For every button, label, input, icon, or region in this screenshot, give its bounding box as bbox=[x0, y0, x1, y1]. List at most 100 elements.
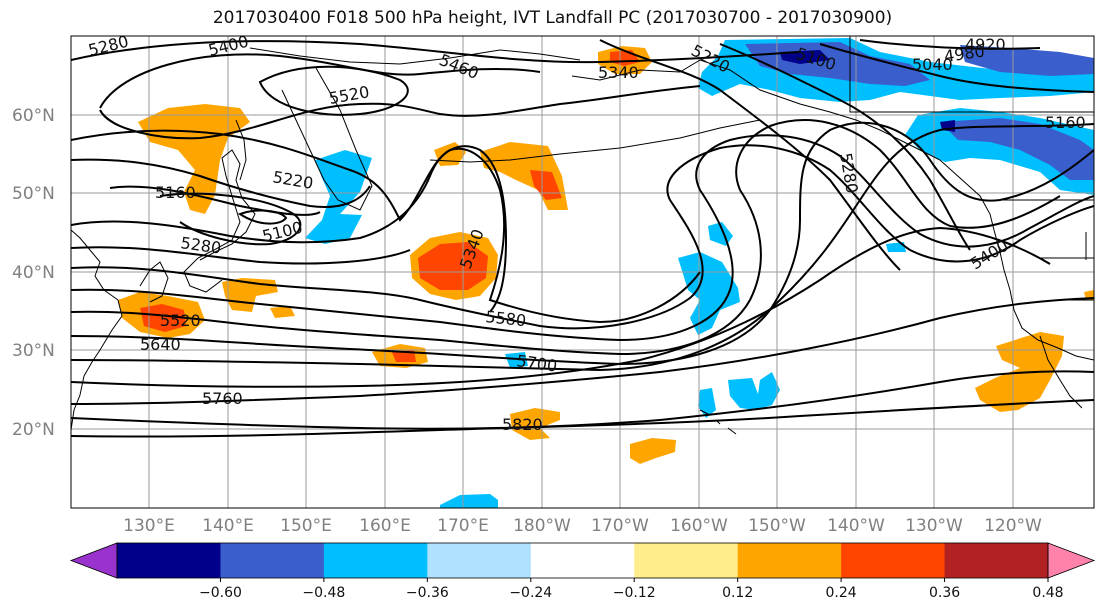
contour-label: 5040 bbox=[912, 55, 953, 74]
ivt-shading bbox=[118, 38, 1094, 508]
colorbar-tick-label: −0.36 bbox=[406, 585, 449, 601]
colorbar-tick-label: −0.60 bbox=[199, 585, 242, 601]
japan-coast bbox=[183, 149, 256, 293]
contour-line bbox=[71, 145, 508, 313]
colorbar-tick-label: 0.12 bbox=[722, 585, 753, 601]
contour-line bbox=[258, 65, 409, 116]
lon-label: 150°W bbox=[748, 516, 806, 536]
colorbar: −0.60 −0.48 −0.36 −0.24 −0.12 0.12 0.24 0.36 0.4… bbox=[69, 542, 1096, 601]
colorbar-frame bbox=[116, 542, 1049, 579]
lon-label: 170°W bbox=[591, 516, 649, 536]
neg-ivt-region bbox=[940, 118, 1094, 180]
neg-ivt-region bbox=[678, 252, 740, 335]
contour-label: 5820 bbox=[502, 415, 543, 434]
lat-label: 20°N bbox=[12, 420, 55, 440]
contour-line bbox=[719, 43, 971, 251]
contour-label: 5160 bbox=[1045, 113, 1086, 132]
lon-label: 140°W bbox=[827, 516, 885, 536]
neg-ivt-region bbox=[728, 372, 780, 410]
contour-label: 5520 bbox=[160, 311, 201, 330]
lat-label: 60°N bbox=[12, 106, 55, 126]
pos-ivt-region bbox=[140, 304, 186, 332]
colorbar-extend-high bbox=[1047, 542, 1096, 579]
neg-ivt-region bbox=[886, 242, 906, 252]
contour-line bbox=[819, 43, 1094, 93]
contour-label: 5340 bbox=[598, 63, 639, 82]
contour-label: 5280 bbox=[836, 151, 862, 194]
neg-ivt-region bbox=[305, 150, 372, 244]
lon-label: 130°E bbox=[123, 516, 175, 536]
colorbar-segment bbox=[634, 543, 739, 578]
border-box bbox=[849, 36, 1094, 113]
neg-ivt-region bbox=[440, 494, 498, 508]
neg-ivt-region bbox=[698, 388, 716, 418]
lon-label: 150°E bbox=[280, 516, 332, 536]
colorbar-tick-label: −0.12 bbox=[613, 585, 656, 601]
contour-line bbox=[71, 158, 371, 208]
pos-ivt-region bbox=[222, 278, 278, 312]
contour-line bbox=[71, 399, 1094, 438]
pos-ivt-region bbox=[270, 306, 295, 318]
contour-label: 5700 bbox=[515, 351, 558, 375]
contour-line bbox=[71, 246, 411, 265]
kamchatka-coast bbox=[281, 67, 373, 211]
contour-line bbox=[599, 39, 901, 271]
colorbar-segment bbox=[220, 543, 325, 578]
lat-label: 30°N bbox=[12, 341, 55, 361]
neg-ivt-region bbox=[780, 50, 830, 64]
contour-label: 5400 bbox=[967, 236, 1012, 274]
colorbar-segment bbox=[427, 543, 532, 578]
coastlines bbox=[71, 36, 1094, 435]
pos-ivt-region bbox=[418, 242, 488, 290]
asia-coast bbox=[71, 229, 123, 431]
neg-ivt-region bbox=[505, 352, 528, 368]
contour-label: 5640 bbox=[140, 335, 181, 354]
contour-line bbox=[99, 53, 541, 109]
lon-label: 120°W bbox=[984, 516, 1042, 536]
map-title: 2017030400 F018 500 hPa height, IVT Land… bbox=[212, 8, 893, 28]
contour-line bbox=[71, 134, 1094, 342]
state-lines bbox=[1040, 232, 1094, 301]
contour-label: 5220 bbox=[271, 167, 314, 193]
neg-ivt-region bbox=[960, 45, 1094, 76]
contour-line bbox=[71, 297, 1094, 405]
lon-label: 180°W bbox=[513, 516, 571, 536]
lon-label: 160°W bbox=[670, 516, 728, 536]
colorbar-tick-label: 0.48 bbox=[1032, 585, 1063, 601]
contour-line bbox=[71, 123, 1094, 372]
contour-line bbox=[71, 119, 1061, 356]
colorbar-segment bbox=[841, 543, 946, 578]
pos-ivt-region bbox=[510, 408, 560, 440]
map-frame bbox=[70, 35, 1095, 509]
contour-line bbox=[159, 192, 302, 246]
lon-label: 130°W bbox=[905, 516, 963, 536]
contour-label-layer: 5280 5400 5460 5520 5340 5220 5100 4980 … bbox=[86, 32, 1085, 434]
lon-label: 160°E bbox=[359, 516, 411, 536]
colorbar-tick-label: 0.24 bbox=[826, 585, 857, 601]
contour-line bbox=[237, 209, 288, 225]
contour-label: 5760 bbox=[202, 389, 243, 408]
colorbar-tick-label: −0.24 bbox=[509, 585, 552, 601]
alaska-coast bbox=[571, 59, 995, 231]
contour-label: 5580 bbox=[485, 307, 527, 330]
contour-label: 5160 bbox=[155, 183, 196, 202]
height-contours bbox=[71, 39, 1094, 438]
contour-line bbox=[71, 370, 1094, 430]
lat-label: 40°N bbox=[12, 263, 55, 283]
contour-line bbox=[859, 39, 1041, 50]
lat-label: 50°N bbox=[12, 184, 55, 204]
lon-label: 170°E bbox=[437, 516, 489, 536]
lon-label: 140°E bbox=[202, 516, 254, 536]
colorbar-extend-low bbox=[69, 542, 118, 579]
colorbar-tick-label: −0.48 bbox=[302, 585, 345, 601]
colorbar-segment bbox=[530, 543, 635, 578]
graticule bbox=[71, 36, 1094, 508]
colorbar-tick-label: 0.36 bbox=[929, 585, 960, 601]
contour-label: 4920 bbox=[965, 35, 1006, 54]
contour-line bbox=[71, 40, 801, 64]
aleutian-chain bbox=[429, 119, 761, 163]
colorbar-segment bbox=[944, 543, 1049, 578]
contour-line bbox=[71, 144, 1094, 330]
pos-ivt-region bbox=[630, 438, 676, 464]
